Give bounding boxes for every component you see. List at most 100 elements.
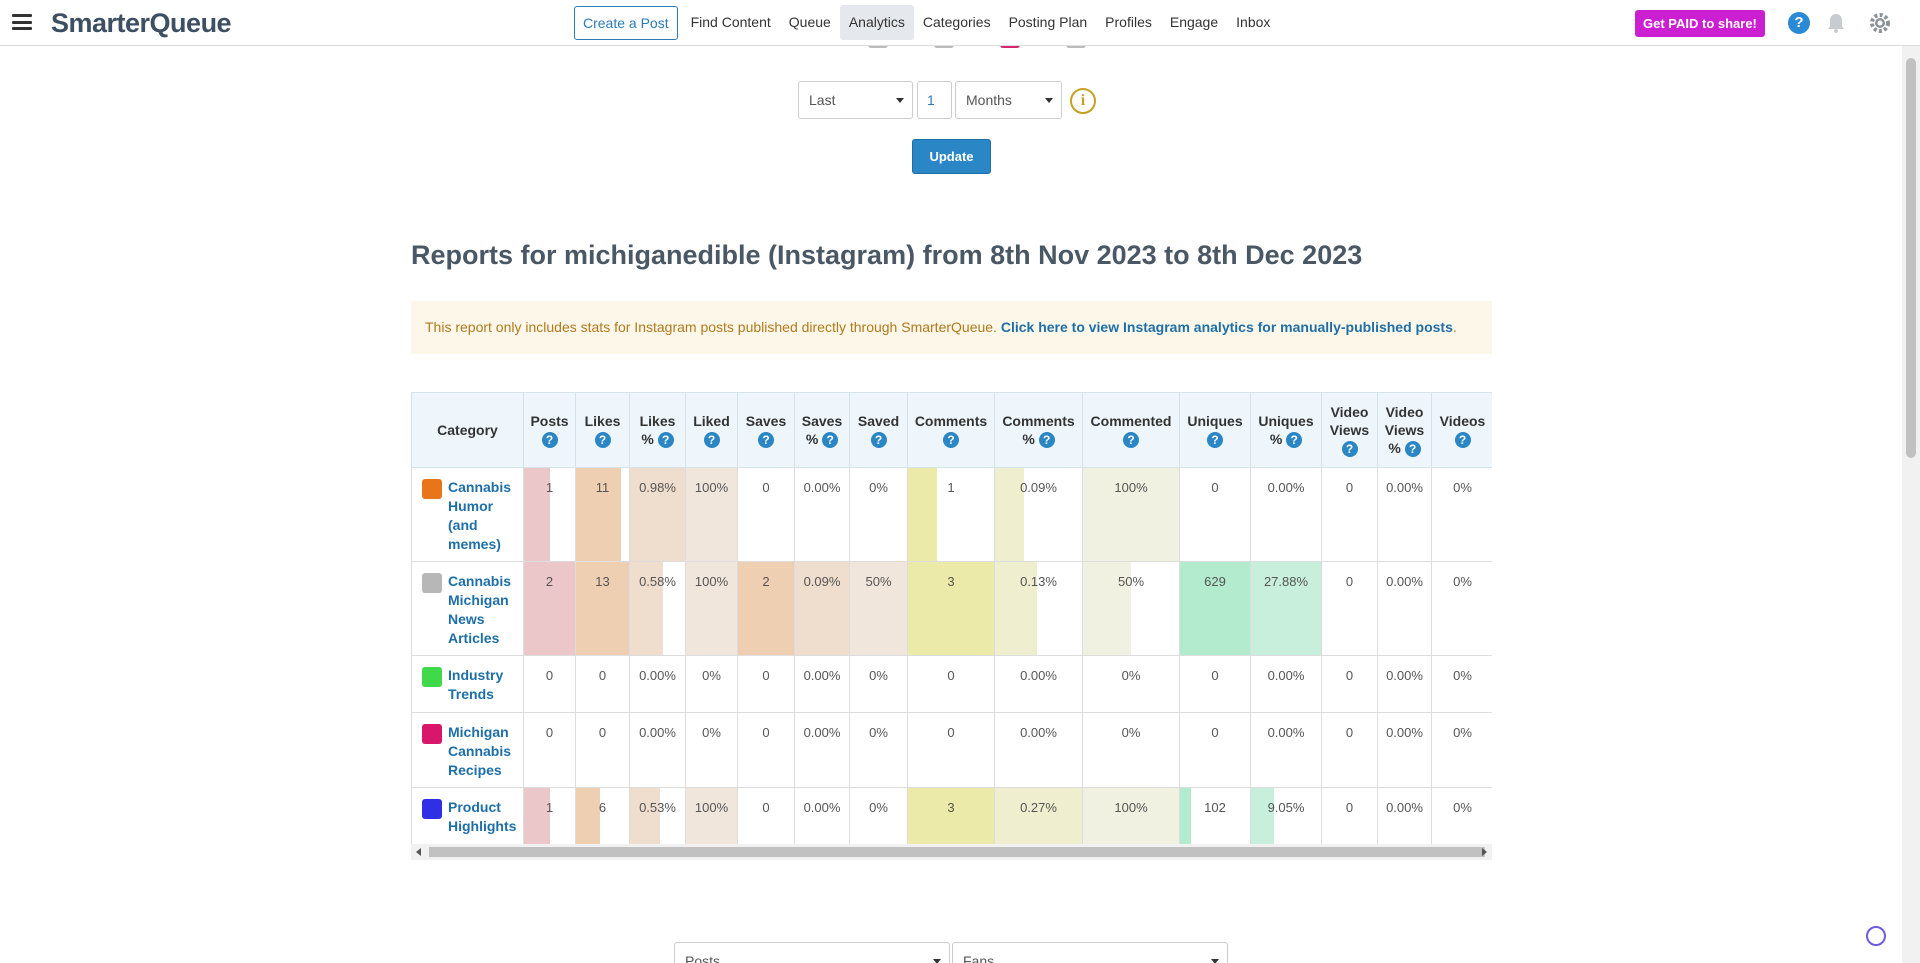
table-cell: 0.98% <box>629 467 686 562</box>
category-link[interactable]: Michigan Cannabis Recipes <box>448 724 512 778</box>
cell-value: 0.09% <box>1020 480 1057 495</box>
metric-select-value: Posts <box>685 953 721 963</box>
column-header: Video Views % ? <box>1377 392 1432 468</box>
category-link[interactable]: Cannabis Humor (and memes) <box>448 479 512 552</box>
category-color-swatch <box>422 667 442 687</box>
cell-value: 0.53% <box>639 800 676 815</box>
help-icon[interactable]: ? <box>1286 432 1303 449</box>
report-notice: This report only includes stats for Inst… <box>411 301 1492 354</box>
cell-value: 0.00% <box>1386 725 1423 740</box>
nav-categories[interactable]: Categories <box>922 14 991 30</box>
cell-value: 0.00% <box>1386 480 1423 495</box>
cell-value: 0 <box>1345 668 1354 683</box>
help-icon[interactable]: ? <box>943 432 959 449</box>
category-link[interactable]: Product Highlights <box>448 799 517 834</box>
secondary-metric-select[interactable]: Fans <box>952 942 1228 963</box>
scroll-left-icon[interactable] <box>416 848 421 856</box>
nav-posting-plan[interactable]: Posting Plan <box>1008 14 1088 30</box>
chat-icon[interactable] <box>1866 926 1886 946</box>
menu-icon[interactable] <box>12 14 32 30</box>
manual-analytics-link[interactable]: Click here to view Instagram analytics f… <box>1000 319 1453 335</box>
range-select-value: Last <box>809 92 836 108</box>
category-link[interactable]: Industry Trends <box>448 667 504 702</box>
help-icon[interactable]: ? <box>1038 432 1055 449</box>
help-icon[interactable]: ? <box>1123 432 1139 449</box>
help-icon[interactable]: ? <box>1788 12 1810 34</box>
logo[interactable]: SmarterQueue <box>51 8 232 38</box>
help-icon[interactable]: ? <box>758 432 774 449</box>
cell-value: 100% <box>1114 800 1148 815</box>
cell-value: 1 <box>545 800 554 815</box>
help-icon[interactable]: ? <box>870 432 887 449</box>
notice-end: . <box>1452 319 1457 335</box>
cell-value: 0.00% <box>1267 725 1305 740</box>
help-icon[interactable]: ? <box>1454 432 1471 449</box>
cell-value: 0 <box>762 480 770 495</box>
get-paid-button[interactable]: Get PAID to share! <box>1635 10 1765 37</box>
gear-icon[interactable] <box>1868 11 1892 35</box>
nav-queue[interactable]: Queue <box>788 14 831 30</box>
column-header-label: Videos <box>1439 412 1486 429</box>
table-cell: 0.00% <box>629 655 686 713</box>
nav-find-content[interactable]: Find Content <box>690 14 771 30</box>
report-table-container[interactable]: Category Posts ? Likes ? Likes % ? Liked ? Sa… <box>411 392 1492 844</box>
help-icon[interactable]: ? <box>594 432 611 449</box>
column-header: Saves ? <box>737 392 795 468</box>
column-header-label: Likes <box>584 412 621 429</box>
update-button[interactable]: Update <box>912 139 991 174</box>
range-select[interactable]: Last <box>798 81 913 119</box>
cell-value: 0.00% <box>803 800 841 815</box>
cell-value: 0 <box>1211 668 1219 683</box>
nav-engage[interactable]: Engage <box>1169 14 1219 30</box>
help-icon[interactable]: ? <box>1404 441 1421 458</box>
column-header: Likes % ? <box>629 392 686 468</box>
cell-value: 50% <box>865 574 892 589</box>
metric-select[interactable]: Posts <box>674 942 950 963</box>
cell-bar <box>1180 788 1192 844</box>
table-cell: 0 <box>1321 712 1378 788</box>
info-icon[interactable]: i <box>1070 88 1096 114</box>
create-post-button[interactable]: Create a Post <box>574 5 678 40</box>
table-cell: 0% <box>849 787 908 844</box>
table-horizontal-scrollbar[interactable] <box>411 844 1492 860</box>
help-icon[interactable]: ? <box>1207 432 1223 449</box>
cell-value: 0.00% <box>1267 668 1305 683</box>
table-cell: 0.00% <box>994 712 1083 788</box>
scroll-right-icon[interactable] <box>1482 848 1487 856</box>
help-icon[interactable]: ? <box>541 432 558 449</box>
column-header-label: Posts <box>530 412 569 429</box>
table-cell: 0 <box>907 712 995 788</box>
range-number-input[interactable]: 1 <box>917 81 952 119</box>
category-cell: Cannabis Humor (and memes) <box>411 467 524 562</box>
nav-analytics[interactable]: Analytics <box>839 5 914 40</box>
page-scrollbar[interactable] <box>1902 46 1920 963</box>
cell-value: 0.00% <box>803 480 841 495</box>
table-cell: 27.88% <box>1250 561 1322 656</box>
category-cell: Cannabis Michigan News Articles <box>411 561 524 656</box>
column-header-label: Saves % <box>801 412 843 447</box>
column-header-label: Likes % <box>639 412 676 447</box>
column-header-label: Video Views <box>1329 403 1370 438</box>
table-cell: 0.13% <box>994 561 1083 656</box>
column-header-label: Commented <box>1090 412 1172 429</box>
secondary-metric-select-value: Fans <box>963 953 995 963</box>
category-cell: Industry Trends <box>411 655 524 713</box>
nav-inbox[interactable]: Inbox <box>1236 14 1271 30</box>
help-icon[interactable]: ? <box>1341 441 1358 458</box>
column-header: Posts ? <box>523 392 576 468</box>
cell-value: 0% <box>702 725 721 740</box>
help-icon[interactable]: ? <box>822 432 839 449</box>
table-row: Product Highlights 1 6 0.53% 100% 0 0.00% 0% 3 0.… <box>411 787 1492 844</box>
unit-select[interactable]: Months <box>955 81 1062 119</box>
cell-value: 629 <box>1204 574 1226 589</box>
table-cell: 0 <box>737 467 795 562</box>
category-link[interactable]: Cannabis Michigan News Articles <box>448 573 512 646</box>
nav-profiles[interactable]: Profiles <box>1105 14 1152 30</box>
help-icon[interactable]: ? <box>657 432 674 449</box>
table-cell: 0% <box>685 655 738 713</box>
bell-icon[interactable] <box>1826 12 1846 34</box>
cell-value: 0 <box>545 668 554 683</box>
cell-value: 0 <box>1345 725 1354 740</box>
help-icon[interactable]: ? <box>703 432 720 449</box>
cell-value: 0% <box>869 668 888 683</box>
